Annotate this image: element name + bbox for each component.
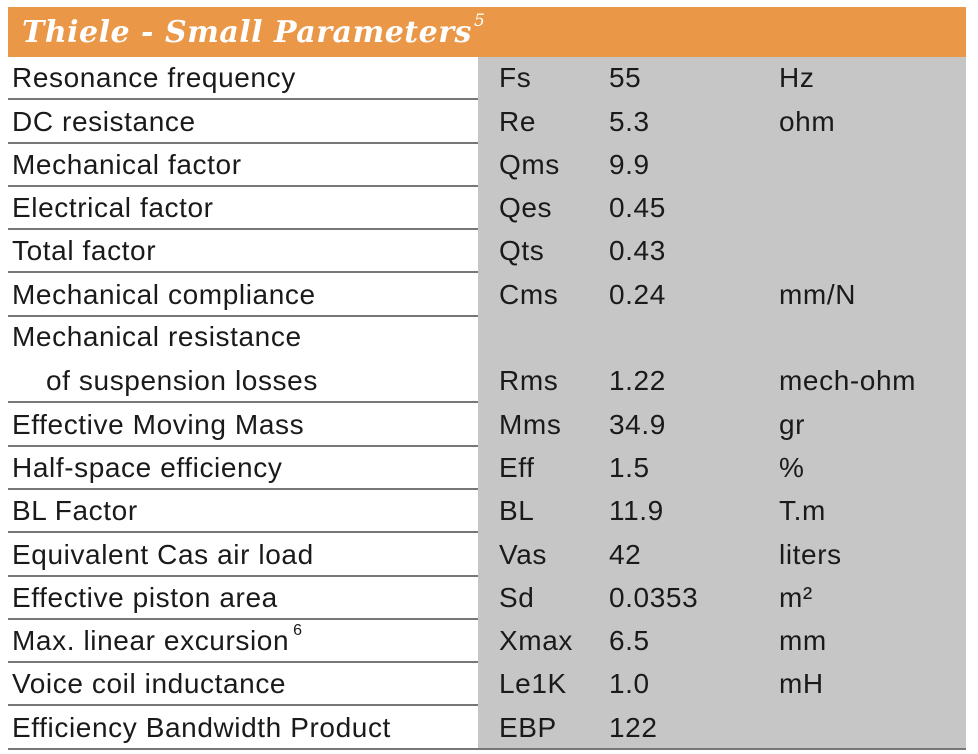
param-symbol: Mms	[499, 408, 562, 440]
param-name: Efficiency Bandwidth Product	[12, 711, 391, 743]
param-unit: mm	[779, 625, 827, 657]
param-value: 55	[609, 62, 642, 94]
param-name: BL Factor	[12, 495, 138, 527]
table-title: Thiele - Small Parameters 5	[22, 11, 485, 50]
param-unit: %	[779, 451, 805, 483]
param-value: 6.5	[609, 625, 650, 657]
param-unit: liters	[779, 538, 842, 570]
param-symbol: Sd	[499, 581, 535, 613]
param-value: 0.43	[609, 235, 666, 267]
param-symbol: Re	[499, 105, 536, 137]
param-value: 0.24	[609, 278, 666, 310]
param-symbol: Vas	[499, 538, 547, 570]
param-name: Effective Moving Mass	[12, 408, 305, 440]
table-row: Mechanical resistance of suspension loss…	[8, 314, 966, 404]
param-name: Half-space efficiency	[12, 451, 283, 483]
table-row: Mechanical compliance Cms 0.24 mm/N	[8, 271, 966, 317]
param-symbol: Le1K	[499, 668, 567, 700]
table-body: Resonance frequency Fs 55 Hz DC resistan…	[8, 57, 966, 750]
param-name: Mechanical factor	[12, 148, 242, 180]
param-value: 122	[609, 711, 658, 743]
table-row: BL Factor BL 11.9 T.m	[8, 487, 966, 534]
param-unit: T.m	[779, 495, 826, 527]
table-row: Effective Moving Mass Mms 34.9 gr	[8, 401, 966, 447]
param-symbol: Qes	[499, 192, 553, 224]
param-value: 0.0353	[609, 581, 699, 613]
title-text: Thiele - Small Parameters	[22, 14, 472, 50]
param-symbol: Xmax	[499, 625, 573, 657]
title-footnote: 5	[473, 10, 486, 31]
param-value: 0.45	[609, 192, 666, 224]
table-row: Mechanical factor Qms 9.9	[8, 141, 966, 187]
table-row: Max. linear excursion 6 Xmax 6.5 mm	[8, 617, 966, 664]
param-symbol: Rms	[499, 365, 559, 397]
param-name-line1: Mechanical resistance	[12, 320, 302, 352]
param-unit: mech-ohm	[779, 365, 917, 397]
param-name: Resonance frequency	[12, 62, 296, 94]
param-name-text: Max. linear excursion	[12, 625, 290, 657]
table-row: Electrical factor Qes 0.45	[8, 184, 966, 231]
param-value: 5.3	[609, 105, 650, 137]
table-row: Equivalent Cas air load Vas 42 liters	[8, 531, 966, 577]
param-name: Total factor	[12, 235, 157, 267]
param-value: 9.9	[609, 148, 650, 180]
param-symbol: Qms	[499, 148, 560, 180]
param-footnote: 6	[293, 622, 303, 640]
ts-parameters-table: Thiele - Small Parameters 5 Resonance fre…	[8, 7, 966, 750]
table-row: DC resistance Re 5.3 ohm	[8, 98, 966, 144]
param-symbol: Qts	[499, 235, 545, 267]
table-header: Thiele - Small Parameters 5	[8, 7, 966, 57]
param-value: 1.0	[609, 668, 650, 700]
table-row: Resonance frequency Fs 55 Hz	[8, 57, 966, 101]
param-value: 1.22	[609, 365, 666, 397]
table-row: Half-space efficiency Eff 1.5 %	[8, 444, 966, 490]
param-symbol: Fs	[499, 62, 532, 94]
param-value: 1.5	[609, 451, 650, 483]
param-name: Electrical factor	[12, 192, 214, 224]
param-name: Max. linear excursion 6	[12, 622, 303, 657]
param-symbol: Cms	[499, 278, 559, 310]
param-unit: ohm	[779, 105, 836, 137]
param-value: 34.9	[609, 408, 666, 440]
param-symbol: Eff	[499, 451, 535, 483]
param-name: DC resistance	[12, 105, 196, 137]
param-unit: mm/N	[779, 278, 857, 310]
param-value: 42	[609, 538, 642, 570]
table-row: Total factor Qts 0.43	[8, 228, 966, 274]
param-value: 11.9	[609, 495, 664, 527]
table-row: Effective piston area Sd 0.0353 m²	[8, 574, 966, 620]
table-row: Voice coil inductance Le1K 1.0 mH	[8, 661, 966, 707]
param-name: Mechanical compliance	[12, 278, 316, 310]
param-name: Effective piston area	[12, 581, 278, 613]
param-unit: Hz	[779, 62, 815, 94]
param-name: Equivalent Cas air load	[12, 538, 314, 570]
table-row: Efficiency Bandwidth Product EBP 122	[8, 704, 966, 750]
param-unit: m²	[779, 581, 813, 613]
param-symbol: EBP	[499, 711, 557, 743]
param-name: Voice coil inductance	[12, 668, 287, 700]
param-unit: mH	[779, 668, 824, 700]
param-name-line2: of suspension losses	[46, 365, 318, 397]
param-symbol: BL	[499, 495, 535, 527]
param-unit: gr	[779, 408, 806, 440]
